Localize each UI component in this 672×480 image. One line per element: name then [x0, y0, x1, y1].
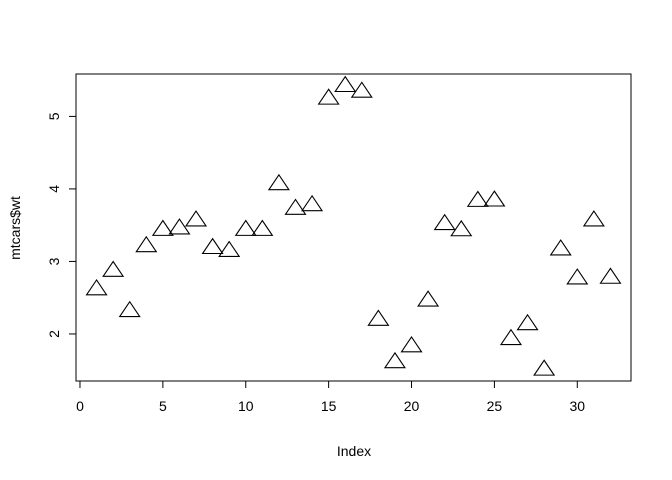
- data-point: [284, 198, 307, 215]
- data-point: [483, 190, 506, 207]
- data-point: [301, 194, 324, 212]
- data-point: [85, 279, 108, 296]
- data-point: [350, 81, 373, 98]
- data-point: [267, 173, 290, 191]
- data-point: [234, 219, 257, 236]
- data-point: [251, 219, 274, 236]
- data-point: [367, 309, 390, 326]
- x-tick-label: 0: [76, 398, 84, 414]
- data-point: [317, 88, 340, 105]
- y-tick-label: 5: [46, 112, 62, 120]
- data-point: [466, 190, 489, 207]
- y-axis-label: mtcars$wt: [7, 196, 23, 260]
- data-point: [433, 213, 456, 231]
- data-point: [383, 351, 406, 369]
- y-tick-label: 2: [46, 330, 62, 338]
- data-point: [118, 300, 141, 318]
- data-point: [218, 240, 241, 257]
- data-point: [168, 218, 191, 235]
- plot-box: [75, 73, 632, 382]
- x-axis-ticks: 0 5 10 15 20 25 30: [76, 381, 585, 414]
- data-point: [549, 239, 572, 256]
- data-point: [400, 335, 423, 353]
- x-tick-label: 15: [321, 398, 337, 414]
- data-point: [151, 219, 174, 236]
- data-point: [102, 260, 125, 277]
- data-point: [201, 237, 224, 255]
- data-point: [135, 235, 158, 253]
- y-tick-label: 4: [46, 185, 62, 193]
- x-axis-label: Index: [337, 443, 371, 459]
- data-point: [516, 313, 539, 331]
- data-point: [582, 210, 605, 227]
- data-point: [184, 210, 208, 227]
- y-tick-label: 3: [46, 257, 62, 265]
- x-tick-label: 10: [238, 398, 254, 414]
- data-point: [499, 328, 523, 346]
- x-tick-label: 20: [404, 398, 420, 414]
- data-point: [417, 290, 440, 307]
- data-points: [85, 75, 622, 376]
- data-point: [599, 267, 622, 284]
- y-axis-ticks: 2 3 4 5: [46, 112, 76, 338]
- x-tick-label: 5: [159, 398, 167, 414]
- data-point: [334, 75, 357, 93]
- data-point: [533, 359, 556, 376]
- x-tick-label: 30: [570, 398, 586, 414]
- data-point: [566, 268, 589, 285]
- x-tick-label: 25: [487, 398, 503, 414]
- data-point: [450, 219, 473, 237]
